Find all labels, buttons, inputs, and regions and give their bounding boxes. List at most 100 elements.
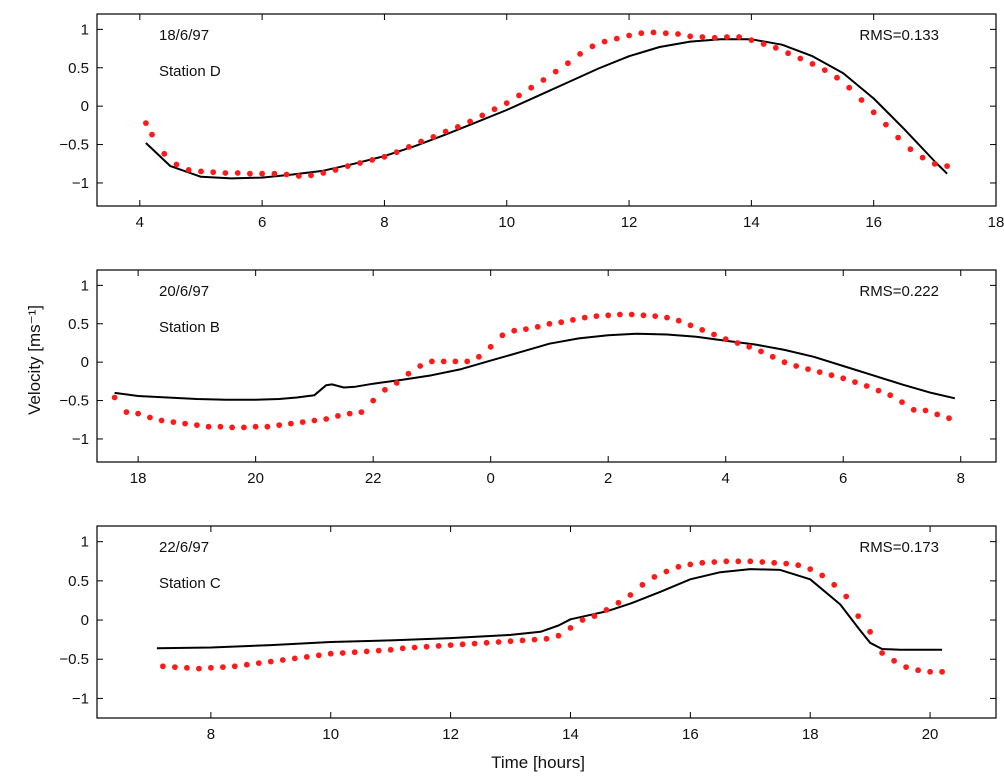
observed-point [344, 163, 351, 170]
observed-point [816, 369, 823, 375]
panel-station-c: 8 10 12 14 16 18 20 1 0.5 0 −0.5 −1 22/6/97 Station C… [59, 525, 997, 743]
observed-point [299, 419, 306, 425]
observed-point [711, 34, 718, 41]
y-tick-label: −1 [72, 690, 89, 707]
observed-point [429, 358, 435, 365]
panel-station: Station D [159, 63, 221, 80]
observed-point [640, 312, 647, 319]
observed-point [944, 163, 950, 170]
observed-point [435, 643, 442, 649]
observed-point [528, 84, 535, 91]
x-tick-label: 10 [322, 726, 339, 743]
observed-point [205, 423, 212, 430]
observed-point [724, 34, 730, 40]
observed-point [579, 617, 586, 623]
observed-point [664, 314, 670, 321]
observed-point [295, 173, 302, 179]
x-tick-label: 20 [922, 726, 939, 743]
observed-point [417, 363, 424, 369]
observed-point [734, 340, 741, 346]
observed-point [279, 657, 286, 663]
y-tick-label: −0.5 [59, 651, 89, 668]
observed-point [523, 326, 529, 332]
observed-point [723, 558, 730, 565]
observed-point [867, 628, 873, 635]
observed-point [161, 150, 168, 157]
observed-point [736, 34, 742, 40]
observed-point [591, 613, 598, 619]
y-tick-label: −1 [72, 431, 89, 448]
observed-point [546, 320, 553, 327]
observed-point [323, 416, 330, 422]
y-tick-label: 0.5 [68, 573, 89, 590]
observed-point [303, 654, 310, 660]
observed-point [858, 97, 865, 103]
observed-point [638, 30, 645, 37]
observed-point [405, 370, 412, 377]
x-tick-label: 22 [365, 470, 382, 487]
observed-point [639, 581, 646, 588]
observed-point [208, 664, 214, 671]
observed-point [271, 170, 278, 177]
observed-point [406, 144, 412, 150]
observed-point [567, 625, 574, 631]
observed-point [534, 323, 541, 330]
observed-point [259, 170, 265, 177]
observed-point [747, 558, 754, 565]
observed-point [387, 646, 394, 653]
observed-point [241, 424, 247, 431]
observed-point [675, 563, 682, 570]
observed-point [495, 639, 502, 645]
observed-point [915, 667, 921, 674]
observed-point [895, 134, 901, 141]
x-tick-label: 8 [957, 470, 965, 487]
observed-point [558, 319, 565, 326]
observed-point [628, 311, 635, 318]
observed-point [220, 664, 226, 670]
observed-point [135, 410, 142, 417]
observed-point [807, 566, 814, 572]
observed-point [934, 411, 941, 418]
observed-point [210, 169, 217, 176]
x-tick-label: 2 [604, 470, 612, 487]
observed-point [123, 409, 130, 415]
observed-point [589, 43, 596, 50]
observed-point [834, 74, 840, 81]
observed-point [308, 172, 314, 179]
observed-point [771, 559, 778, 566]
model-series-line [156, 568, 943, 651]
x-tick-label: 0 [487, 470, 495, 487]
y-tick-label: −0.5 [59, 137, 89, 154]
observed-point [570, 317, 576, 323]
observed-point [111, 394, 118, 401]
observed-point [196, 665, 202, 672]
observed-point [476, 353, 482, 360]
model-series-line [145, 38, 948, 180]
observed-point [234, 170, 241, 176]
observed-point [617, 311, 623, 318]
observed-point [783, 560, 790, 567]
observed-point [182, 420, 189, 427]
panel-date: 22/6/97 [159, 539, 209, 556]
observed-point [879, 650, 885, 656]
observed-point [370, 397, 377, 404]
observed-point [411, 644, 418, 651]
observed-point [311, 417, 318, 424]
observed-point [267, 658, 274, 665]
observed-point [699, 559, 706, 566]
y-tick-label: 0.5 [68, 316, 89, 333]
observed-point [650, 29, 657, 36]
observed-point [748, 37, 755, 43]
observed-point [735, 558, 742, 565]
observed-point [883, 121, 889, 128]
observed-point [870, 109, 877, 116]
observed-point [840, 375, 847, 382]
observed-point [315, 652, 322, 659]
panel-rms: RMS=0.173 [859, 539, 939, 556]
x-tick-label: 16 [865, 214, 882, 231]
y-axis-label: Velocity [ms⁻¹] [25, 305, 44, 415]
observed-point [819, 572, 826, 579]
observed-point [487, 343, 494, 350]
x-tick-label: 18 [988, 214, 1004, 231]
observed-point [243, 661, 250, 668]
